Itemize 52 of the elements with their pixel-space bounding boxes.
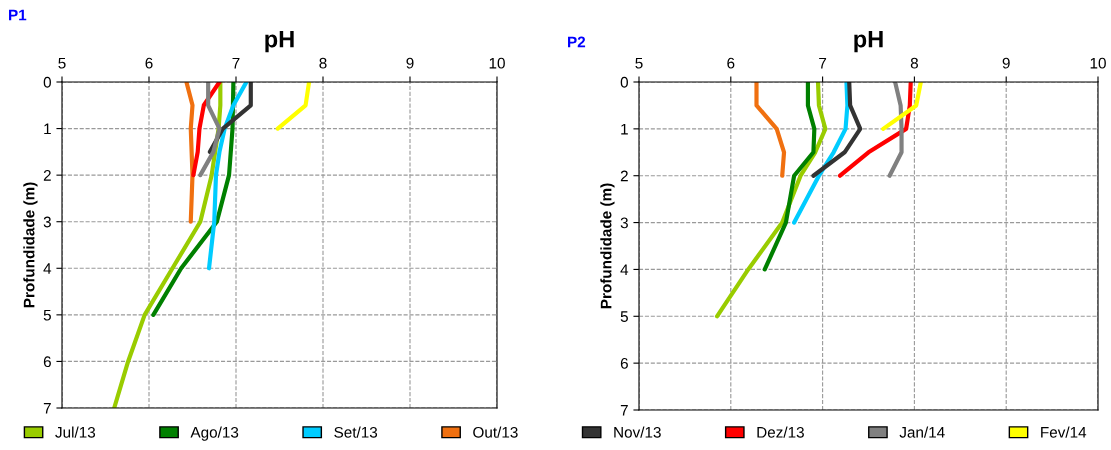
legend-label: Set/13: [334, 426, 378, 438]
line-series: [191, 82, 222, 178]
y-tick-label: 5: [620, 311, 628, 322]
x-tick-label: 6: [727, 57, 735, 69]
y-tick-label: 4: [43, 263, 52, 274]
x-tick-label: 9: [406, 57, 414, 69]
line-series: [792, 82, 850, 225]
y-tick-label: 1: [621, 123, 628, 135]
y-tick-label: 1: [44, 123, 51, 135]
line-series: [762, 82, 817, 272]
y-axis-title: Profundidade (m): [23, 182, 38, 308]
line-series: [184, 82, 195, 224]
y-tick-label: 0: [43, 76, 51, 88]
x-tick-label: 8: [319, 57, 327, 69]
y-tick-label: 3: [43, 216, 51, 228]
line-series: [198, 82, 222, 178]
line-series: [112, 82, 223, 408]
chart-title: pH: [854, 31, 883, 53]
y-tick-label: 6: [620, 358, 628, 369]
y-tick-label: 7: [43, 403, 51, 414]
legend-label: Ago/13: [190, 426, 239, 441]
x-tick-label: 6: [145, 57, 153, 69]
legend-label: Nov/13: [614, 426, 661, 438]
legend-label: Jan/14: [899, 426, 945, 438]
line-series: [887, 82, 904, 178]
y-tick-label: 3: [620, 217, 628, 229]
y-tick-label: 6: [43, 356, 51, 368]
x-tick-label: 10: [1090, 57, 1106, 69]
legend-label: Dez/13: [757, 426, 804, 438]
legend-label: Out/13: [473, 426, 518, 438]
x-tick-label: 9: [1002, 57, 1010, 69]
text: P2: [568, 36, 586, 48]
x-tick-label: 5: [58, 57, 66, 69]
y-axis-title: Profundidade (m): [600, 183, 615, 309]
y-tick-label: 2: [620, 170, 628, 182]
y-tick-label: 2: [43, 170, 51, 181]
y-tick-label: 4: [620, 264, 629, 275]
chart-title: pH: [265, 31, 294, 53]
legend-label: Jul/13: [55, 426, 96, 438]
text: P1: [9, 9, 27, 21]
x-tick-label: 10: [489, 57, 505, 69]
x-tick-label: 7: [232, 57, 240, 69]
y-tick-label: 7: [620, 405, 628, 416]
y-tick-label: 5: [43, 309, 51, 321]
line-series: [811, 82, 863, 178]
y-tick-label: 0: [620, 76, 628, 88]
legend-label: Fev/14: [1041, 426, 1087, 438]
x-tick-label: 8: [910, 57, 918, 69]
x-tick-label: 5: [635, 57, 643, 69]
line-series: [206, 82, 249, 271]
line-series: [754, 82, 787, 178]
x-tick-label: 7: [819, 57, 827, 69]
